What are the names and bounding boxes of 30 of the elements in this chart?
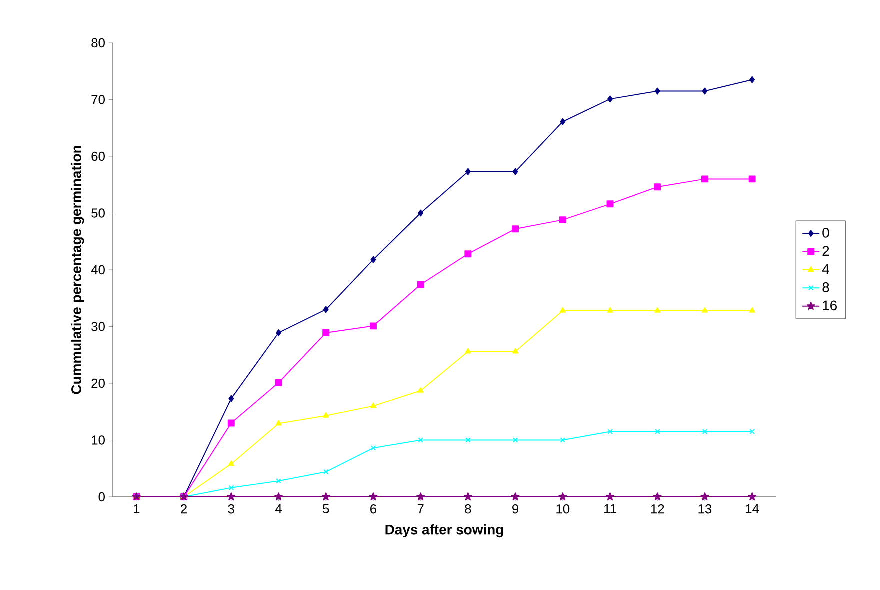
x-tick-label: 6	[370, 504, 377, 514]
legend-label: 8	[822, 282, 830, 292]
x-tick-label: 12	[651, 504, 664, 514]
x-tick-label: 2	[181, 504, 187, 514]
x-tick-label: 14	[746, 504, 760, 514]
x-tick-label: 1	[134, 504, 140, 514]
y-tick-label: 10	[92, 436, 105, 445]
x-tick-label: 7	[418, 504, 424, 514]
x-tick-label: 9	[512, 504, 519, 514]
x-tick-label: 8	[465, 504, 472, 514]
y-tick-label: 30	[92, 322, 105, 332]
legend-label: 4	[822, 264, 830, 274]
y-axis-title: Cummulative percentage germination	[71, 146, 84, 394]
legend-label: 16	[823, 300, 837, 311]
y-tick-label: 60	[92, 152, 105, 162]
x-axis-title: Days after sowing	[386, 524, 504, 538]
x-tick-label: 13	[698, 504, 712, 514]
y-tick-label: 50	[92, 208, 105, 218]
y-tick-label: 0	[98, 492, 105, 502]
x-tick-label: 11	[604, 504, 616, 514]
y-tick-label: 20	[92, 378, 105, 388]
legend-label: 2	[822, 246, 830, 256]
x-tick-label: 4	[275, 504, 282, 514]
x-tick-label: 5	[323, 504, 330, 514]
legend-label: 0	[822, 228, 830, 238]
y-tick-label: 70	[92, 95, 105, 104]
x-tick-label: 3	[228, 504, 234, 514]
y-tick-label: 80	[92, 38, 105, 48]
x-tick-label: 10	[556, 504, 570, 514]
y-tick-label: 40	[91, 265, 105, 275]
